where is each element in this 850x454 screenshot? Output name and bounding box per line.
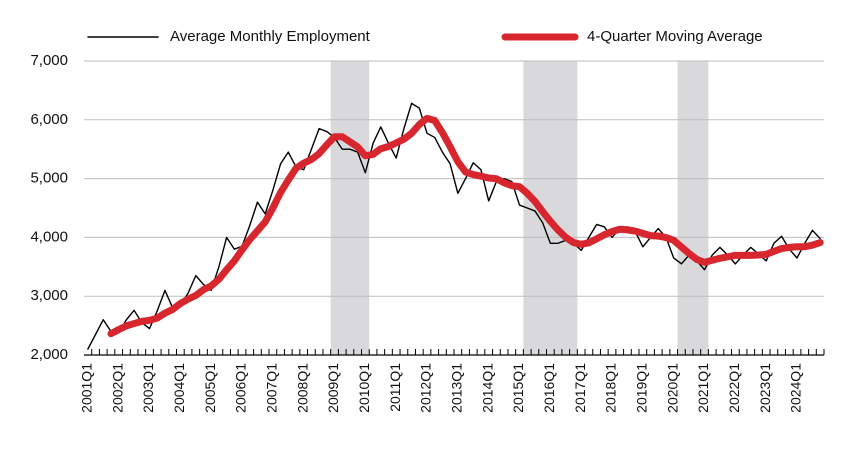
series-line <box>87 102 821 350</box>
x-tick-label: 2023Q1 <box>757 363 773 413</box>
y-tick-label: 3,000 <box>30 287 68 304</box>
x-tick-label: 2022Q1 <box>726 363 742 413</box>
x-tick-label: 2003Q1 <box>140 363 156 413</box>
x-tick-label: 2004Q1 <box>171 363 187 413</box>
x-tick-label: 2006Q1 <box>233 363 249 413</box>
shaded-period <box>677 61 709 355</box>
legend-label: Average Monthly Employment <box>170 28 371 45</box>
x-tick-label: 2018Q1 <box>603 363 619 413</box>
x-tick-label: 2005Q1 <box>202 363 218 413</box>
x-tick-label: 2015Q1 <box>510 363 526 413</box>
x-tick-label: 2016Q1 <box>541 363 557 413</box>
legend-label: 4-Quarter Moving Average <box>587 28 763 45</box>
y-tick-label: 5,000 <box>30 170 68 187</box>
x-tick-label: 2001Q1 <box>79 363 95 413</box>
x-tick-label: 2021Q1 <box>695 363 711 413</box>
y-tick-label: 2,000 <box>30 346 68 363</box>
x-tick-label: 2007Q1 <box>264 363 280 413</box>
x-tick-label: 2014Q1 <box>479 363 495 413</box>
x-tick-label: 2010Q1 <box>356 363 372 413</box>
x-tick-label: 2002Q1 <box>109 363 125 413</box>
y-tick-label: 6,000 <box>30 111 68 128</box>
x-tick-label: 2008Q1 <box>294 363 310 413</box>
x-tick-label: 2019Q1 <box>634 363 650 413</box>
x-tick-label: 2013Q1 <box>449 363 465 413</box>
x-tick-label: 2012Q1 <box>418 363 434 413</box>
shaded-period <box>523 61 578 355</box>
shaded-period <box>330 61 370 355</box>
x-tick-label: 2017Q1 <box>572 363 588 413</box>
x-tick-label: 2011Q1 <box>387 363 403 412</box>
x-tick-label: 2024Q1 <box>788 363 804 413</box>
y-tick-label: 7,000 <box>30 52 68 69</box>
y-tick-label: 4,000 <box>30 228 68 245</box>
x-tick-label: 2020Q1 <box>664 363 680 413</box>
series-line <box>107 114 824 338</box>
x-tick-label: 2009Q1 <box>325 363 341 413</box>
